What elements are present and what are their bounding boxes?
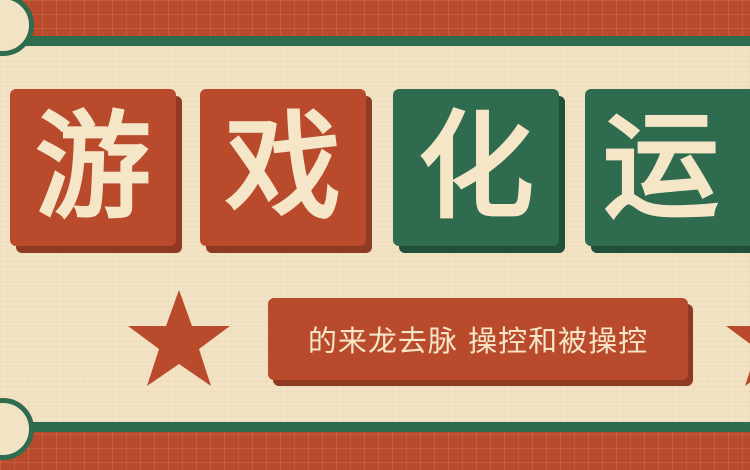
star-icon — [726, 326, 750, 386]
star-icon — [128, 290, 230, 386]
subtitle-text: 的来龙去脉 操控和被操控 — [307, 324, 649, 358]
subtitle-banner: 的来龙去脉 操控和被操控 — [268, 298, 688, 380]
title-char-3: 化 — [418, 99, 534, 235]
title-char-4: 运 — [603, 99, 719, 235]
title-tile-1: 游 — [10, 89, 176, 246]
title-char-2: 戏 — [225, 99, 341, 235]
title-char-1: 游 — [35, 99, 151, 235]
bottom-green-band — [0, 422, 750, 432]
title-tile-3: 化 — [393, 89, 559, 246]
top-green-band — [0, 36, 750, 46]
title-tile-2: 戏 — [200, 89, 366, 246]
title-tile-4: 运 — [585, 89, 750, 246]
